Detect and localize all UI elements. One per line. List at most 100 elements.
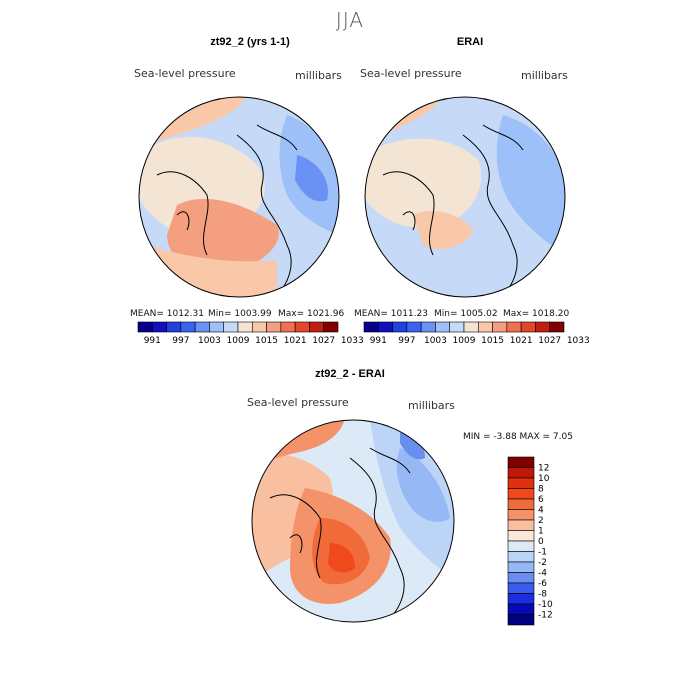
panel1-colorbar-swatch xyxy=(223,321,239,333)
panel1-units-label: millibars xyxy=(295,69,342,82)
panel1-colorbar-swatch xyxy=(137,321,153,333)
panel1-colorbar-label: 1015 xyxy=(255,336,278,346)
panel2-colorbar-swatch xyxy=(477,321,493,333)
panel1-colorbar-swatch xyxy=(266,321,282,333)
diff-colorbar-swatch xyxy=(507,477,535,489)
panel2-min: Min= 1005.02 xyxy=(434,309,498,319)
diff-colorbar-swatch xyxy=(507,593,535,605)
diff-colorbar-swatch xyxy=(507,572,535,584)
coastline xyxy=(269,447,411,619)
panel1-mean: MEAN= 1012.31 xyxy=(130,309,204,319)
diff-colorbar-swatch xyxy=(507,540,535,552)
region-deep-blue xyxy=(295,155,328,202)
diff-colorbar-label: -2 xyxy=(538,558,547,568)
panel2-variable-label: Sea-level pressure xyxy=(360,67,462,80)
panel2-colorbar-label: 1033 xyxy=(567,336,590,346)
diff-colorbar-label: -8 xyxy=(538,590,547,600)
region-light-red-west xyxy=(252,454,333,588)
panel1-colorbar-label: 991 xyxy=(144,336,161,346)
panel1-colorbar-label: 1027 xyxy=(312,336,335,346)
diff-colorbar-label: 10 xyxy=(538,474,550,484)
region-deep-blue-east xyxy=(400,428,425,460)
diff-colorbar-swatch xyxy=(507,614,535,626)
region-light-red-center xyxy=(413,210,473,250)
panel2-map xyxy=(364,96,566,298)
coastline xyxy=(382,124,524,296)
panel2-colorbar-label: 1015 xyxy=(481,336,504,346)
diff-colorbar-label: 8 xyxy=(538,485,544,495)
diff-colorbar-label: -6 xyxy=(538,579,547,589)
panel1-title: zt92_2 (yrs 1-1) xyxy=(210,36,290,48)
region-deeper-red xyxy=(328,543,355,573)
diff-colorbar-swatch xyxy=(507,582,535,594)
panel1-colorbar-swatch xyxy=(237,321,253,333)
coastline xyxy=(156,124,298,296)
diff-variable-label: Sea-level pressure xyxy=(247,396,349,409)
diff-colorbar-swatch xyxy=(507,519,535,531)
panel2-colorbar-swatch xyxy=(506,321,522,333)
panel2-colorbar-swatch xyxy=(377,321,393,333)
diff-colorbar-label: -12 xyxy=(538,611,553,621)
panel1-colorbar-swatch xyxy=(209,321,225,333)
diff-colorbar-swatch xyxy=(507,456,535,468)
panel1-colorbar-swatch xyxy=(180,321,196,333)
panel2-colorbar-label: 1003 xyxy=(424,336,447,346)
region-blue-east xyxy=(396,448,450,522)
panel1-colorbar-label: 1021 xyxy=(284,336,307,346)
panel1-colorbar-swatch xyxy=(151,321,167,333)
diff-units-label: millibars xyxy=(408,399,455,412)
panel1-colorbar-label: 997 xyxy=(172,336,189,346)
diff-colorbar-label: 6 xyxy=(538,495,544,505)
panel2-colorbar-swatch xyxy=(449,321,465,333)
panel2-colorbar: 991 997 1003 1009 1015 1021 1027 1033 xyxy=(363,321,590,346)
diff-colorbar-label: -1 xyxy=(538,548,547,558)
diff-colorbar-swatch xyxy=(507,498,535,510)
diff-colorbar-swatch xyxy=(507,467,535,479)
diff-colorbar-label: 12 xyxy=(538,464,549,474)
diff-colorbar-label: 0 xyxy=(538,537,544,547)
panel1-colorbar-swatch xyxy=(194,321,210,333)
diff-colorbar-label: -10 xyxy=(538,600,553,610)
panel1-colorbar-label: 1003 xyxy=(198,336,221,346)
panel1-colorbar-swatch xyxy=(294,321,310,333)
diff-colorbar-label: 2 xyxy=(538,516,544,526)
panel2-colorbar-swatch xyxy=(392,321,408,333)
diff-map xyxy=(251,419,455,623)
panel2-mean: MEAN= 1011.23 xyxy=(354,309,428,319)
diff-colorbar-swatch xyxy=(507,488,535,500)
panel2-title: ERAI xyxy=(456,36,484,48)
panel2-colorbar-swatch xyxy=(363,321,379,333)
panel2-colorbar-swatch xyxy=(435,321,451,333)
panel2-colorbar-label: 991 xyxy=(370,336,387,346)
panel2-colorbar-label: 1021 xyxy=(510,336,533,346)
panel2-units-label: millibars xyxy=(521,69,568,82)
diff-colorbar-label: -4 xyxy=(538,569,547,579)
region-red-center xyxy=(167,198,279,275)
panel1-max: Max= 1021.96 xyxy=(278,309,345,319)
season-title: JJA xyxy=(335,8,365,32)
panel1-colorbar-swatch xyxy=(280,321,296,333)
panel2-colorbar-swatch xyxy=(549,321,565,333)
region-blue-east xyxy=(496,115,565,255)
panel2-colorbar-swatch xyxy=(463,321,479,333)
panel2-colorbar-label: 1009 xyxy=(453,336,476,346)
diff-panel-title: zt92_2 - ERAI xyxy=(315,368,385,380)
panel1-colorbar-swatch xyxy=(166,321,182,333)
panel2-colorbar-swatch xyxy=(520,321,536,333)
panel1-colorbar-label: 1009 xyxy=(227,336,250,346)
diff-colorbar-swatch xyxy=(507,603,535,615)
panel1-colorbar-swatch xyxy=(309,321,325,333)
panel1-colorbar-label: 1033 xyxy=(341,336,364,346)
diff-colorbar-swatch xyxy=(507,509,535,521)
panel2-colorbar-swatch xyxy=(406,321,422,333)
diff-colorbar-swatch xyxy=(507,551,535,563)
panel2-colorbar-swatch xyxy=(535,321,551,333)
panel1-colorbar-swatch xyxy=(251,321,267,333)
panel1-colorbar: 991 997 1003 1009 1015 1021 1027 1033 xyxy=(137,321,364,346)
panel2-colorbar-swatch xyxy=(420,321,436,333)
diff-colorbar-label: 1 xyxy=(538,527,544,537)
panel1-colorbar-swatch xyxy=(323,321,339,333)
diff-colorbar-swatch xyxy=(507,530,535,542)
diff-minmax: MIN = -3.88 MAX = 7.05 xyxy=(463,432,573,442)
